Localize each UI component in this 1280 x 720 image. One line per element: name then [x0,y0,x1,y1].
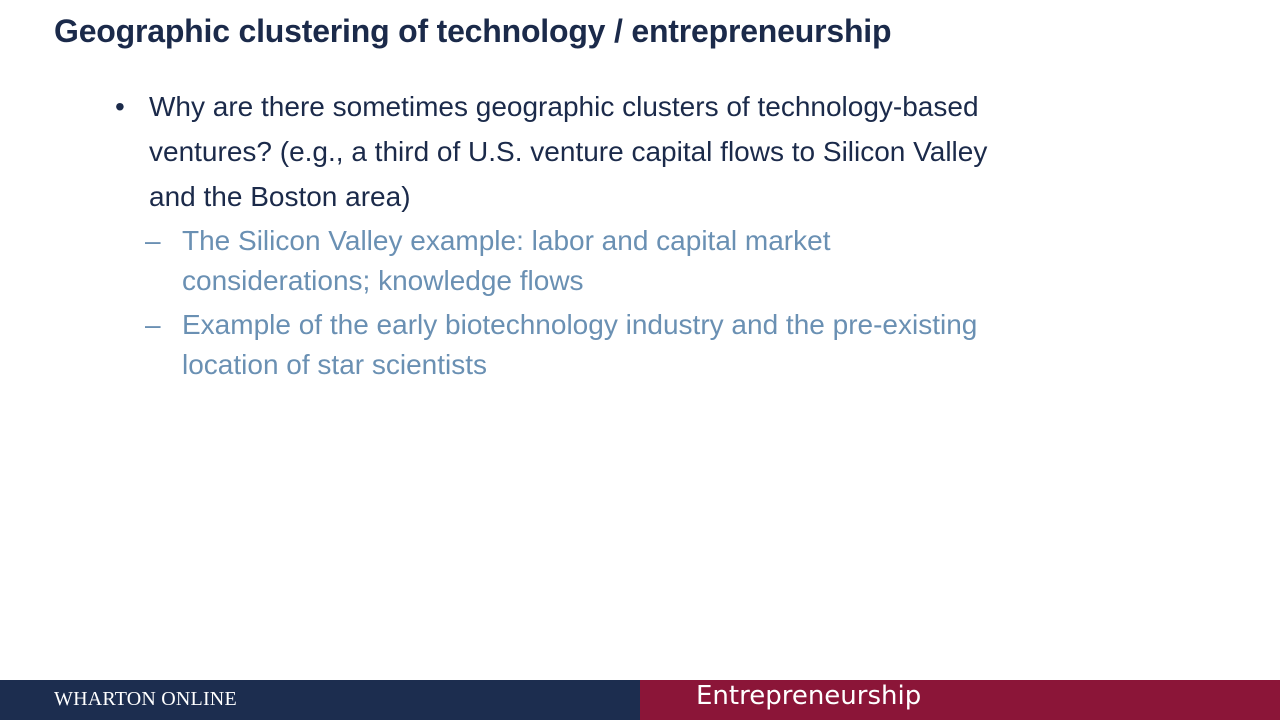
brand-logo-text: WHARTON ONLINE [54,688,237,710]
bullet-item: • Why are there sometimes geographic clu… [115,84,1015,219]
footer-brand-panel: WHARTON ONLINE [0,680,640,720]
footer-course-panel: Entrepreneurship [640,680,1280,720]
bullet-marker: • [115,91,125,122]
sub-bullet-marker: – [145,225,161,256]
bullet-text: Why are there sometimes geographic clust… [149,91,988,212]
sub-bullet-text: Example of the early biotechnology indus… [182,309,978,380]
sub-bullet-item: – The Silicon Valley example: labor and … [145,221,1005,301]
sub-bullet-text: The Silicon Valley example: labor and ca… [182,225,831,296]
slide-title: Geographic clustering of technology / en… [54,13,892,49]
sub-bullet-marker: – [145,309,161,340]
course-name: Entrepreneurship [696,681,922,711]
footer-bar: WHARTON ONLINE Entrepreneurship [0,680,1280,720]
sub-bullet-item: – Example of the early biotechnology ind… [145,305,1005,385]
